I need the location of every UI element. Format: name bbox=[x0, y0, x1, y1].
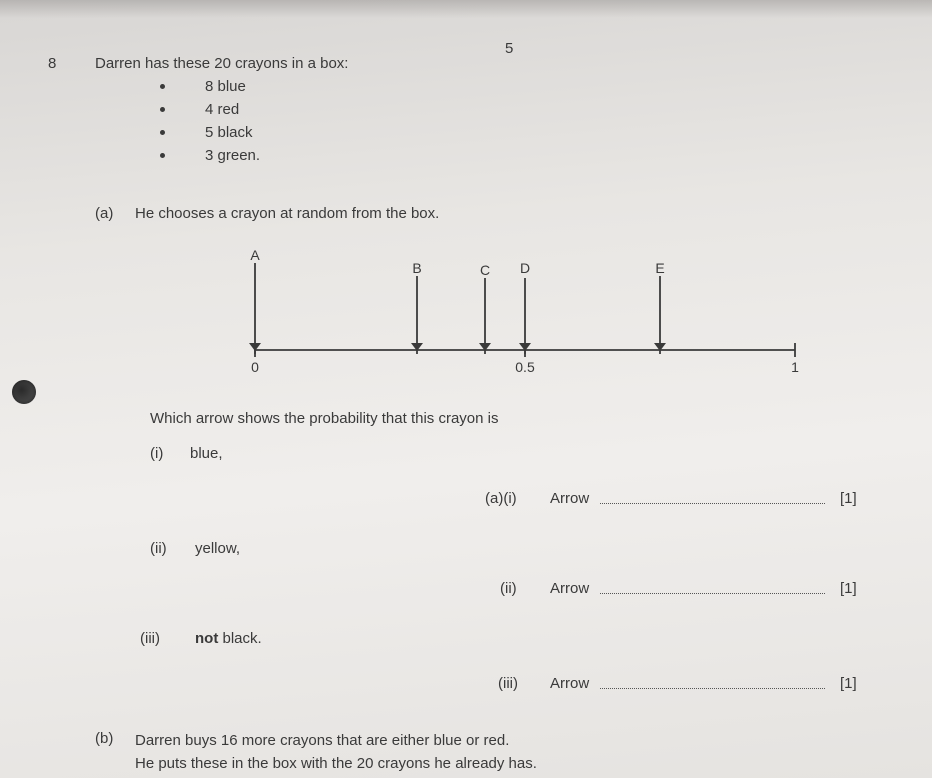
sub-i-text: blue, bbox=[190, 445, 223, 462]
probability-numberline: 0 0.5 1 A B C D E bbox=[225, 245, 825, 385]
list-item-text: 5 black bbox=[205, 124, 253, 141]
sub-iii-num: (iii) bbox=[140, 630, 160, 647]
list-item: 5 black bbox=[160, 124, 260, 141]
mark-iii: [1] bbox=[840, 675, 857, 692]
part-b-label: (b) bbox=[95, 730, 113, 747]
list-item: 4 red bbox=[160, 101, 260, 118]
list-item-text: 3 green. bbox=[205, 147, 260, 164]
svg-text:D: D bbox=[520, 260, 530, 276]
sub-iii-rest: black. bbox=[218, 630, 261, 647]
sub-i-num: (i) bbox=[150, 445, 163, 462]
list-item: 3 green. bbox=[160, 147, 260, 164]
answer-iii-blank bbox=[600, 688, 825, 689]
sub-ii-text: yellow, bbox=[195, 540, 240, 557]
svg-text:0: 0 bbox=[251, 359, 259, 375]
part-a-label: (a) bbox=[95, 205, 113, 222]
bullet-icon bbox=[160, 107, 165, 112]
answer-ii-label: (ii) bbox=[500, 580, 517, 597]
mark-i: [1] bbox=[840, 490, 857, 507]
answer-iii-arrow-word: Arrow bbox=[550, 675, 589, 692]
worksheet-page: 5 8 Darren has these 20 crayons in a box… bbox=[0, 0, 932, 778]
svg-text:C: C bbox=[480, 262, 490, 278]
bullet-icon bbox=[160, 130, 165, 135]
bullet-icon bbox=[160, 84, 165, 89]
which-arrow-text: Which arrow shows the probability that t… bbox=[150, 410, 498, 427]
part-a-text: He chooses a crayon at random from the b… bbox=[135, 205, 439, 222]
list-item-text: 4 red bbox=[205, 101, 239, 118]
answer-iii-label: (iii) bbox=[498, 675, 518, 692]
mark-ii: [1] bbox=[840, 580, 857, 597]
part-b-line1: Darren buys 16 more crayons that are eit… bbox=[135, 732, 509, 749]
part-b-line2: He puts these in the box with the 20 cra… bbox=[135, 755, 537, 772]
page-number: 5 bbox=[505, 40, 513, 57]
question-intro: Darren has these 20 crayons in a box: bbox=[95, 55, 348, 72]
sub-ii-num: (ii) bbox=[150, 540, 167, 557]
answer-i-label: (a)(i) bbox=[485, 490, 517, 507]
svg-text:1: 1 bbox=[791, 359, 799, 375]
svg-text:E: E bbox=[655, 260, 664, 276]
list-item-text: 8 blue bbox=[205, 78, 246, 95]
bullet-icon bbox=[160, 153, 165, 158]
part-b-text: Darren buys 16 more crayons that are eit… bbox=[135, 730, 537, 775]
answer-i-blank bbox=[600, 503, 825, 504]
svg-text:A: A bbox=[250, 247, 260, 263]
list-item: 8 blue bbox=[160, 78, 260, 95]
svg-text:0.5: 0.5 bbox=[515, 359, 535, 375]
answer-i-arrow-word: Arrow bbox=[550, 490, 589, 507]
question-number: 8 bbox=[48, 55, 56, 72]
answer-ii-arrow-word: Arrow bbox=[550, 580, 589, 597]
svg-text:B: B bbox=[412, 260, 421, 276]
answer-ii-blank bbox=[600, 593, 825, 594]
crayon-list: 8 blue 4 red 5 black 3 green. bbox=[160, 78, 260, 170]
sub-iii-text: not black. bbox=[195, 630, 262, 647]
sub-iii-bold: not bbox=[195, 630, 218, 647]
